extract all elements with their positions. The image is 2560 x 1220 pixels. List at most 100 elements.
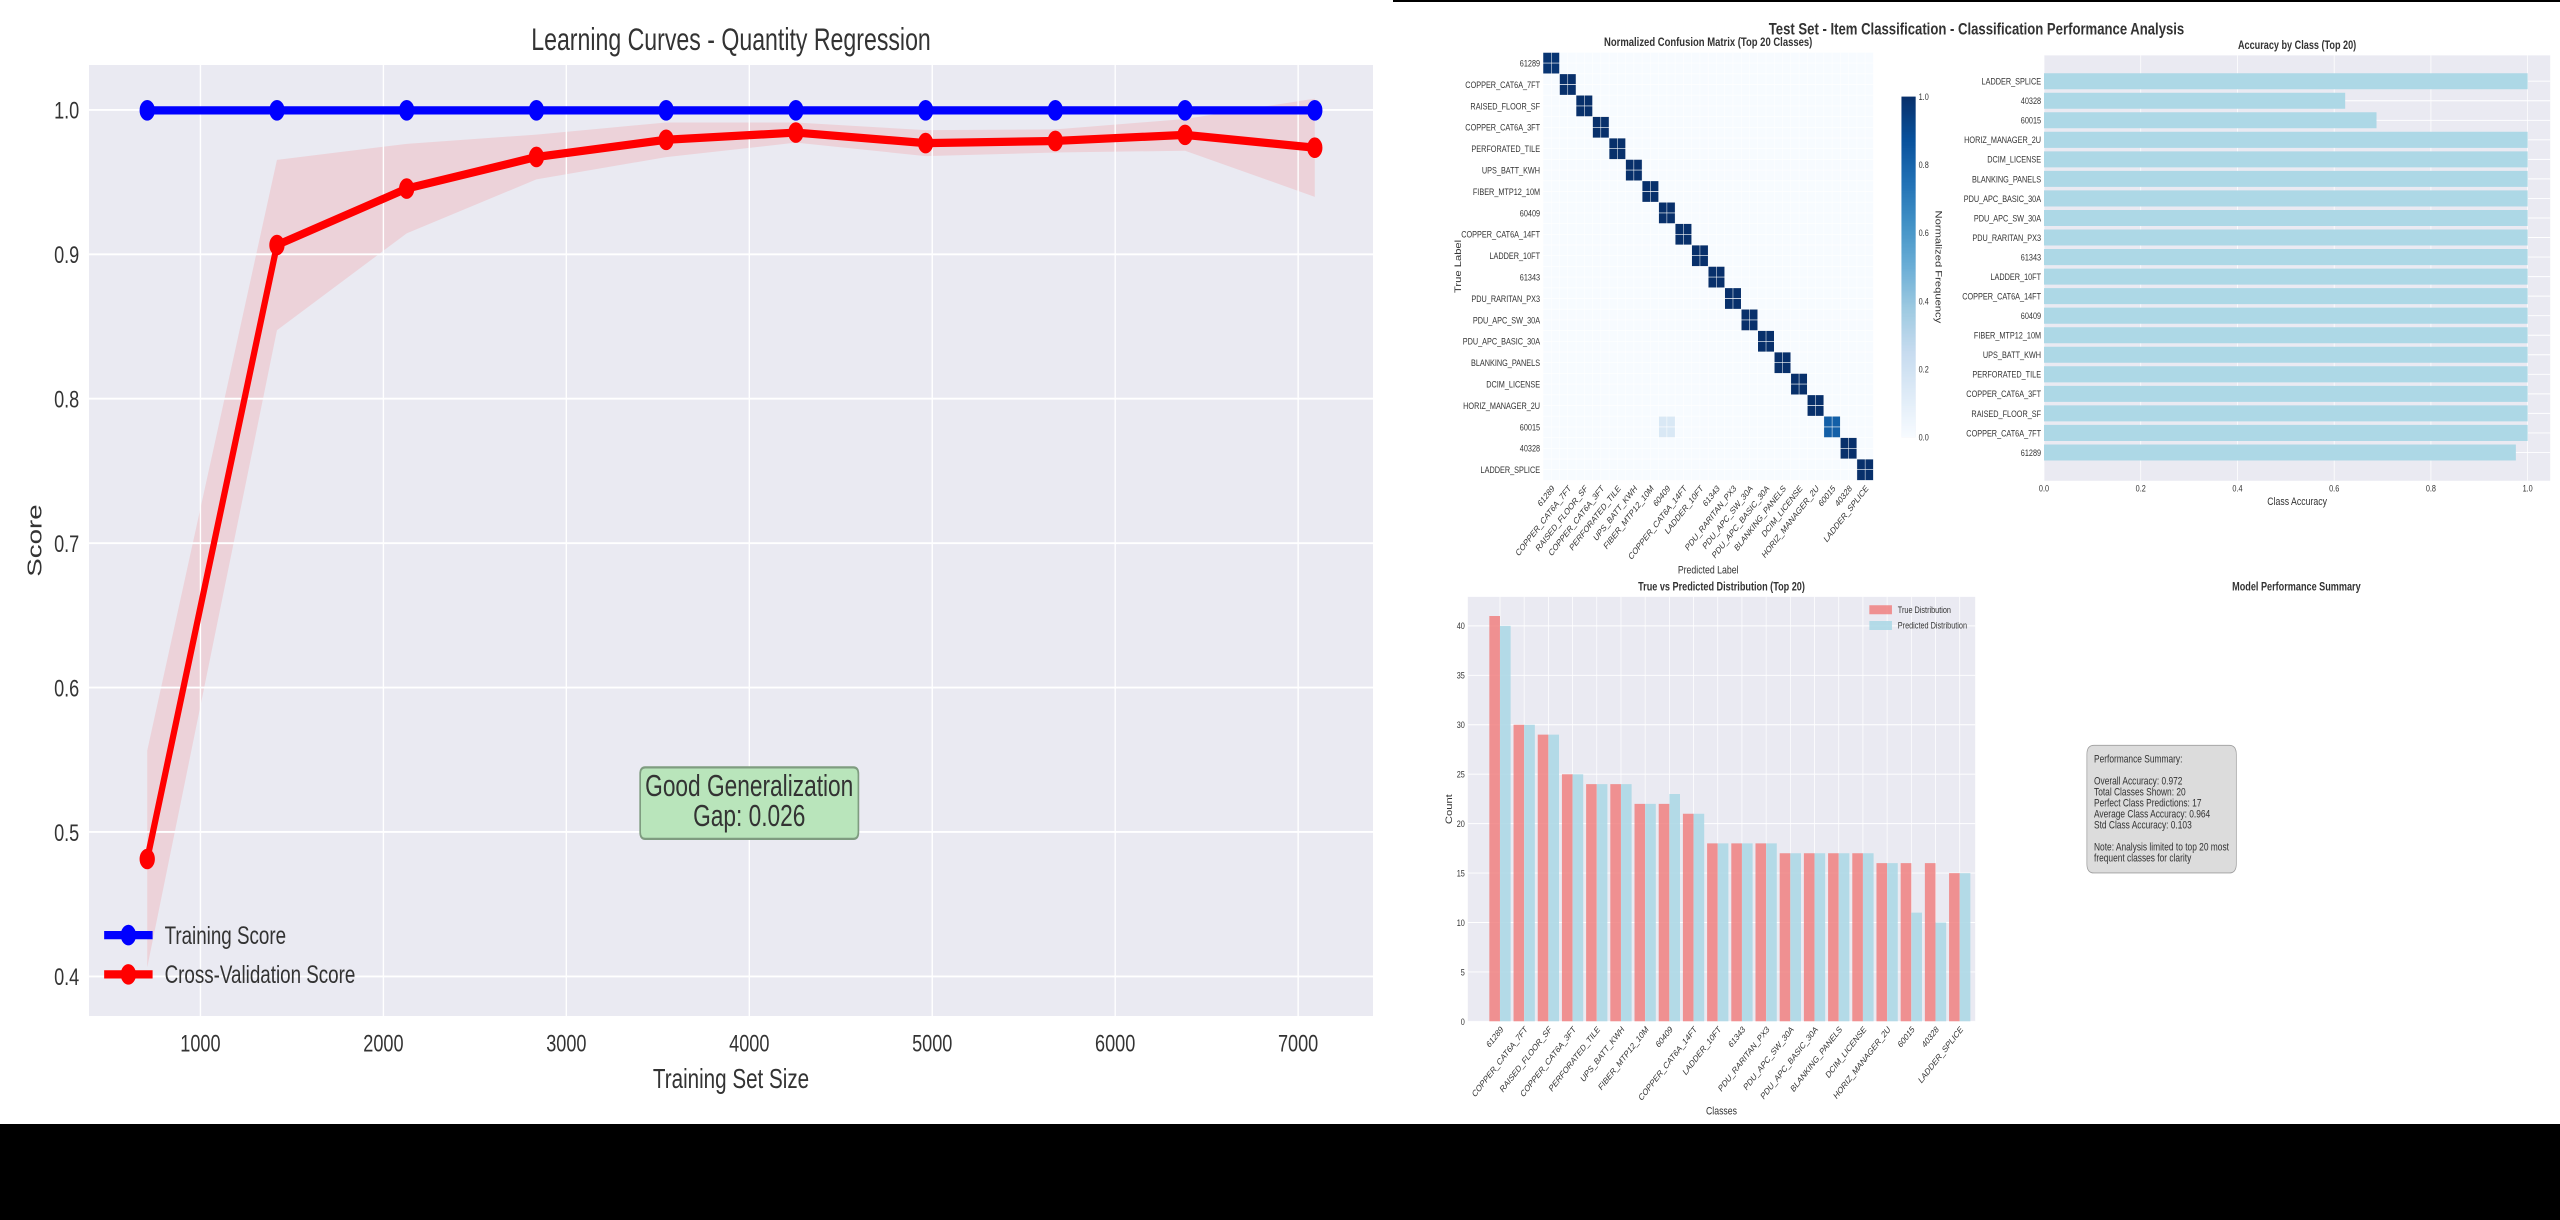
- svg-text:0.4: 0.4: [1919, 295, 1929, 306]
- svg-text:0.0: 0.0: [1919, 432, 1929, 443]
- svg-text:Note: Analysis limited to top: Note: Analysis limited to top 20 most: [2094, 842, 2229, 854]
- svg-text:60409: 60409: [2021, 310, 2042, 321]
- svg-text:1.0: 1.0: [1919, 91, 1929, 102]
- svg-text:0.2: 0.2: [2136, 482, 2146, 493]
- svg-text:0.4: 0.4: [2232, 482, 2242, 493]
- svg-text:True Distribution: True Distribution: [1898, 604, 1951, 615]
- svg-text:Total Classes Shown: 20: Total Classes Shown: 20: [2094, 786, 2186, 798]
- svg-text:Gap: 0.026: Gap: 0.026: [693, 799, 805, 833]
- svg-text:RAISED_FLOOR_SF: RAISED_FLOOR_SF: [1470, 100, 1540, 111]
- svg-text:Good Generalization: Good Generalization: [645, 769, 853, 803]
- svg-text:LADDER_SPLICE: LADDER_SPLICE: [1481, 464, 1541, 475]
- svg-text:5000: 5000: [912, 1030, 952, 1057]
- svg-text:COPPER_CAT6A_3FT: COPPER_CAT6A_3FT: [1465, 122, 1540, 133]
- svg-text:DCIM_LICENSE: DCIM_LICENSE: [1987, 154, 2041, 165]
- svg-text:2000: 2000: [363, 1030, 403, 1057]
- svg-text:1000: 1000: [180, 1030, 220, 1057]
- svg-text:HORIZ_MANAGER_2U: HORIZ_MANAGER_2U: [1463, 400, 1540, 411]
- svg-text:Std Class Accuracy: 0.103: Std Class Accuracy: 0.103: [2094, 820, 2192, 832]
- svg-text:Training Set Size: Training Set Size: [653, 1064, 809, 1095]
- svg-text:RAISED_FLOOR_SF: RAISED_FLOOR_SF: [1971, 408, 2041, 419]
- svg-text:Accuracy by Class (Top 20): Accuracy by Class (Top 20): [2238, 40, 2356, 52]
- svg-text:FIBER_MTP12_10M: FIBER_MTP12_10M: [1974, 330, 2041, 341]
- svg-text:Performance Summary:: Performance Summary:: [2094, 753, 2182, 765]
- svg-text:COPPER_CAT6A_14FT: COPPER_CAT6A_14FT: [1962, 291, 2041, 302]
- svg-text:True Label: True Label: [1454, 240, 1464, 293]
- svg-text:40328: 40328: [1520, 443, 1541, 454]
- svg-text:35: 35: [1457, 670, 1465, 681]
- svg-text:Perfect Class Predictions: 17: Perfect Class Predictions: 17: [2094, 797, 2201, 809]
- svg-text:0.0: 0.0: [2039, 482, 2049, 493]
- svg-text:Normalized Confusion Matrix (T: Normalized Confusion Matrix (Top 20 Clas…: [1604, 36, 1813, 49]
- svg-text:0.8: 0.8: [54, 386, 79, 413]
- svg-text:61289: 61289: [1520, 58, 1541, 69]
- svg-text:3000: 3000: [546, 1030, 586, 1057]
- svg-text:Learning Curves - Quantity Reg: Learning Curves - Quantity Regression: [531, 22, 931, 57]
- svg-text:PDU_APC_SW_30A: PDU_APC_SW_30A: [1974, 212, 2042, 223]
- svg-text:10: 10: [1457, 917, 1465, 928]
- svg-text:Count: Count: [1445, 794, 1455, 824]
- svg-text:60015: 60015: [1520, 421, 1541, 432]
- svg-text:COPPER_CAT6A_14FT: COPPER_CAT6A_14FT: [1461, 229, 1540, 240]
- svg-text:60409: 60409: [1520, 207, 1541, 218]
- svg-text:COPPER_CAT6A_7FT: COPPER_CAT6A_7FT: [1465, 79, 1540, 90]
- svg-text:COPPER_CAT6A_7FT: COPPER_CAT6A_7FT: [1966, 427, 2041, 438]
- svg-text:PERFORATED_TILE: PERFORATED_TILE: [1972, 369, 2041, 380]
- svg-text:0: 0: [1461, 1016, 1465, 1027]
- svg-text:Class Accuracy: Class Accuracy: [2267, 496, 2327, 508]
- svg-text:0.6: 0.6: [54, 675, 79, 702]
- svg-text:PDU_APC_BASIC_30A: PDU_APC_BASIC_30A: [1463, 336, 1541, 347]
- svg-text:5: 5: [1461, 966, 1465, 977]
- svg-text:1.0: 1.0: [2523, 482, 2533, 493]
- svg-text:25: 25: [1457, 769, 1465, 780]
- svg-text:PDU_RARITAN_PX3: PDU_RARITAN_PX3: [1972, 232, 2041, 243]
- svg-text:Test Set - Item Classification: Test Set - Item Classification - Classif…: [1769, 20, 2184, 39]
- svg-text:Training Score: Training Score: [165, 921, 286, 949]
- svg-text:0.7: 0.7: [54, 530, 79, 557]
- svg-text:PERFORATED_TILE: PERFORATED_TILE: [1471, 143, 1540, 154]
- svg-text:7000: 7000: [1278, 1030, 1318, 1057]
- svg-text:0.4: 0.4: [54, 964, 79, 991]
- svg-text:30: 30: [1457, 719, 1465, 730]
- svg-text:15: 15: [1457, 868, 1465, 879]
- svg-text:0.8: 0.8: [1919, 159, 1929, 170]
- svg-text:6000: 6000: [1095, 1030, 1135, 1057]
- svg-text:PDU_APC_BASIC_30A: PDU_APC_BASIC_30A: [1964, 193, 2042, 204]
- svg-text:Cross-Validation Score: Cross-Validation Score: [165, 961, 356, 989]
- svg-text:PDU_APC_SW_30A: PDU_APC_SW_30A: [1473, 314, 1541, 325]
- svg-text:UPS_BATT_KWH: UPS_BATT_KWH: [1482, 165, 1540, 176]
- svg-text:4000: 4000: [729, 1030, 769, 1057]
- svg-text:DCIM_LICENSE: DCIM_LICENSE: [1486, 379, 1540, 390]
- svg-text:0.2: 0.2: [1919, 364, 1929, 375]
- svg-text:0.6: 0.6: [1919, 227, 1929, 238]
- svg-text:20: 20: [1457, 818, 1465, 829]
- svg-text:Predicted Label: Predicted Label: [1678, 565, 1739, 577]
- svg-text:LADDER_SPLICE: LADDER_SPLICE: [1982, 76, 2042, 87]
- svg-text:BLANKING_PANELS: BLANKING_PANELS: [1972, 173, 2041, 184]
- svg-text:True vs Predicted Distribution: True vs Predicted Distribution (Top 20): [1638, 581, 1805, 593]
- svg-text:40: 40: [1457, 620, 1465, 631]
- svg-text:LADDER_10FT: LADDER_10FT: [1489, 250, 1540, 261]
- svg-text:PDU_RARITAN_PX3: PDU_RARITAN_PX3: [1471, 293, 1540, 304]
- svg-text:0.8: 0.8: [2426, 482, 2436, 493]
- svg-text:LADDER_10FT: LADDER_10FT: [1990, 271, 2041, 282]
- svg-text:frequent classes for clarity: frequent classes for clarity: [2094, 853, 2191, 865]
- svg-text:Normalized Frequency: Normalized Frequency: [1933, 211, 1943, 324]
- svg-text:UPS_BATT_KWH: UPS_BATT_KWH: [1983, 349, 2041, 360]
- svg-text:Model Performance Summary: Model Performance Summary: [2232, 581, 2361, 593]
- svg-text:0.5: 0.5: [54, 819, 79, 846]
- svg-text:HORIZ_MANAGER_2U: HORIZ_MANAGER_2U: [1964, 134, 2041, 145]
- svg-text:Predicted Distribution: Predicted Distribution: [1898, 620, 1968, 631]
- svg-text:COPPER_CAT6A_3FT: COPPER_CAT6A_3FT: [1966, 388, 2041, 399]
- svg-text:FIBER_MTP12_10M: FIBER_MTP12_10M: [1473, 186, 1540, 197]
- svg-text:0.9: 0.9: [54, 242, 79, 269]
- svg-text:BLANKING_PANELS: BLANKING_PANELS: [1471, 357, 1540, 368]
- svg-text:Overall Accuracy: 0.972: Overall Accuracy: 0.972: [2094, 775, 2182, 787]
- svg-text:61289: 61289: [2021, 447, 2042, 458]
- svg-text:0.6: 0.6: [2329, 482, 2339, 493]
- svg-text:60015: 60015: [2021, 115, 2042, 126]
- svg-text:Average Class Accuracy: 0.964: Average Class Accuracy: 0.964: [2094, 809, 2211, 821]
- svg-text:61343: 61343: [1520, 272, 1541, 283]
- svg-text:40328: 40328: [2021, 95, 2042, 106]
- svg-text:1.0: 1.0: [54, 97, 79, 124]
